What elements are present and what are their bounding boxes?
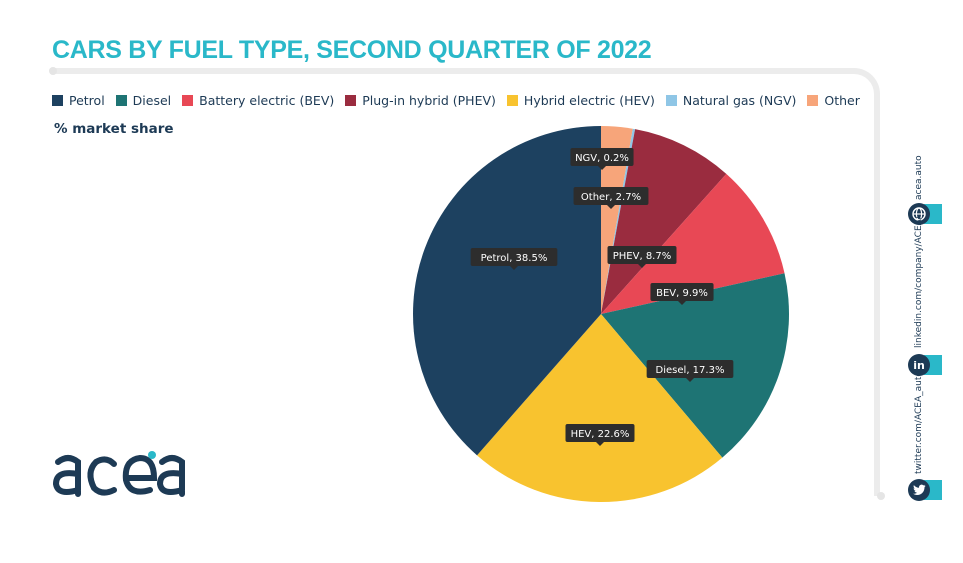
chart-frame: [52, 68, 880, 496]
frame-dot-bottom: [877, 492, 885, 500]
legend-swatch: [665, 95, 677, 106]
legend-item-petrol: Petrol: [52, 93, 105, 108]
pie-slice-bev: [601, 173, 785, 314]
chart-title: CARS BY FUEL TYPE, SECOND QUARTER OF 202…: [52, 36, 652, 64]
data-label-petrol: Petrol, 38.5%: [470, 248, 558, 270]
svg-text:Diesel, 17.3%: Diesel, 17.3%: [656, 365, 725, 376]
linkedin-text[interactable]: linkedin.com/company/ACEA/: [914, 216, 924, 348]
svg-text:Other, 2.7%: Other, 2.7%: [581, 192, 641, 203]
pie-slice-other: [601, 126, 633, 314]
legend-item-phev: Plug-in hybrid (PHEV): [345, 93, 496, 108]
pie-slice-petrol: [413, 126, 601, 456]
data-label-bev: BEV, 9.9%: [650, 283, 714, 305]
svg-text:PHEV, 8.7%: PHEV, 8.7%: [613, 251, 671, 262]
legend-label: Hybrid electric (HEV): [523, 93, 655, 108]
globe-icon[interactable]: [908, 203, 930, 225]
svg-text:NGV, 0.2%: NGV, 0.2%: [575, 153, 629, 164]
legend-label: Petrol: [69, 93, 105, 108]
twitter-text[interactable]: twitter.com/ACEA_auto: [914, 371, 924, 474]
frame-dot-left: [49, 67, 57, 75]
data-label-diesel: Diesel, 17.3%: [646, 360, 734, 382]
legend-item-other: Other: [807, 93, 860, 108]
legend-swatch: [115, 95, 127, 106]
pie-slice-phev: [601, 129, 727, 314]
data-label-other: Other, 2.7%: [573, 187, 649, 209]
pie-slice-hev: [477, 314, 723, 503]
data-label-phev: PHEV, 8.7%: [607, 246, 677, 268]
legend-label: Plug-in hybrid (PHEV): [362, 93, 496, 108]
legend-swatch: [182, 95, 194, 106]
legend-swatch: [345, 95, 357, 106]
legend-swatch: [506, 95, 518, 106]
unit-label: % market share: [54, 121, 174, 137]
legend-label: Battery electric (BEV): [199, 93, 335, 108]
twitter-icon[interactable]: [908, 479, 930, 501]
svg-text:HEV, 22.6%: HEV, 22.6%: [571, 429, 630, 440]
data-label-ngv: NGV, 0.2%: [570, 148, 634, 170]
legend-item-bev: Battery electric (BEV): [182, 93, 334, 108]
legend: Petrol Diesel Battery electric (BEV) Plu…: [52, 93, 860, 108]
legend-label: Natural gas (NGV): [682, 93, 797, 108]
legend-item-hev: Hybrid electric (HEV): [506, 93, 655, 108]
website-text[interactable]: acea.auto: [914, 155, 924, 200]
acea-logo: [52, 451, 185, 497]
legend-label: Diesel: [132, 93, 172, 108]
legend-label: Other: [824, 93, 860, 108]
linkedin-icon[interactable]: in: [908, 354, 930, 376]
legend-swatch: [807, 95, 819, 106]
social-sidebar: acea.auto linkedin.com/company/ACEA/ in …: [896, 150, 956, 510]
pie-slice-ngv: [601, 128, 636, 314]
legend-item-ngv: Natural gas (NGV): [665, 93, 797, 108]
legend-item-diesel: Diesel: [115, 93, 172, 108]
legend-swatch: [52, 95, 63, 106]
data-label-hev: HEV, 22.6%: [565, 424, 635, 446]
svg-text:Petrol, 38.5%: Petrol, 38.5%: [481, 253, 548, 264]
svg-text:BEV, 9.9%: BEV, 9.9%: [656, 288, 708, 299]
